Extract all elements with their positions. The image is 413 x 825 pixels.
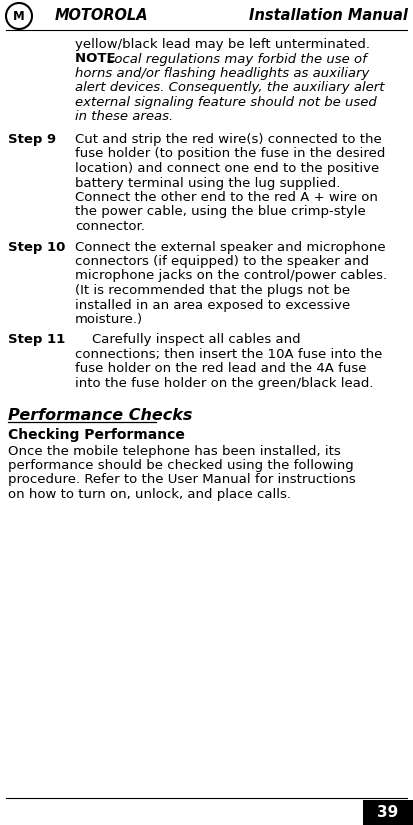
Text: performance should be checked using the following: performance should be checked using the … [8, 459, 354, 472]
Text: 39: 39 [377, 805, 399, 820]
Text: Step 10: Step 10 [8, 241, 65, 253]
Text: into the fuse holder on the green/black lead.: into the fuse holder on the green/black … [75, 377, 373, 390]
Text: fuse holder on the red lead and the 4A fuse: fuse holder on the red lead and the 4A f… [75, 362, 366, 375]
Text: battery terminal using the lug supplied.: battery terminal using the lug supplied. [75, 177, 340, 190]
Text: (It is recommended that the plugs not be: (It is recommended that the plugs not be [75, 284, 350, 297]
Text: installed in an area exposed to excessive: installed in an area exposed to excessiv… [75, 299, 350, 312]
Bar [363, 800, 413, 825]
Text: external signaling feature should not be used: external signaling feature should not be… [75, 96, 377, 109]
Text: Carefully inspect all cables and: Carefully inspect all cables and [75, 333, 301, 346]
Text: yellow/black lead may be left unterminated.: yellow/black lead may be left unterminat… [75, 38, 370, 51]
Text: connectors (if equipped) to the speaker and: connectors (if equipped) to the speaker … [75, 255, 369, 268]
Text: MOTOROLA: MOTOROLA [55, 8, 149, 23]
Text: Local regulations may forbid the use of: Local regulations may forbid the use of [107, 53, 367, 65]
Text: the power cable, using the blue crimp-style: the power cable, using the blue crimp-st… [75, 205, 366, 219]
Text: on how to turn on, unlock, and place calls.: on how to turn on, unlock, and place cal… [8, 488, 291, 501]
Text: Checking Performance: Checking Performance [8, 428, 185, 442]
Text: Once the mobile telephone has been installed, its: Once the mobile telephone has been insta… [8, 445, 341, 458]
Text: fuse holder (to position the fuse in the desired: fuse holder (to position the fuse in the… [75, 148, 385, 161]
Text: procedure. Refer to the User Manual for instructions: procedure. Refer to the User Manual for … [8, 474, 356, 487]
Text: in these areas.: in these areas. [75, 111, 173, 124]
Text: Cut and strip the red wire(s) connected to the: Cut and strip the red wire(s) connected … [75, 133, 382, 146]
Text: microphone jacks on the control/power cables.: microphone jacks on the control/power ca… [75, 270, 387, 282]
Text: Step 9: Step 9 [8, 133, 56, 146]
Text: moisture.): moisture.) [75, 313, 143, 326]
Text: Installation Manual: Installation Manual [249, 8, 408, 23]
Text: Connect the external speaker and microphone: Connect the external speaker and microph… [75, 241, 386, 253]
Text: alert devices. Consequently, the auxiliary alert: alert devices. Consequently, the auxilia… [75, 82, 385, 95]
Text: location) and connect one end to the positive: location) and connect one end to the pos… [75, 162, 379, 175]
Text: Connect the other end to the red A + wire on: Connect the other end to the red A + wir… [75, 191, 378, 204]
Text: NOTE: NOTE [75, 53, 120, 65]
Text: connector.: connector. [75, 220, 145, 233]
Text: Performance Checks: Performance Checks [8, 408, 192, 422]
Text: Step 11: Step 11 [8, 333, 65, 346]
Text: connections; then insert the 10A fuse into the: connections; then insert the 10A fuse in… [75, 348, 382, 361]
Text: horns and/or flashing headlights as auxiliary: horns and/or flashing headlights as auxi… [75, 67, 369, 80]
Text: M: M [13, 10, 25, 22]
